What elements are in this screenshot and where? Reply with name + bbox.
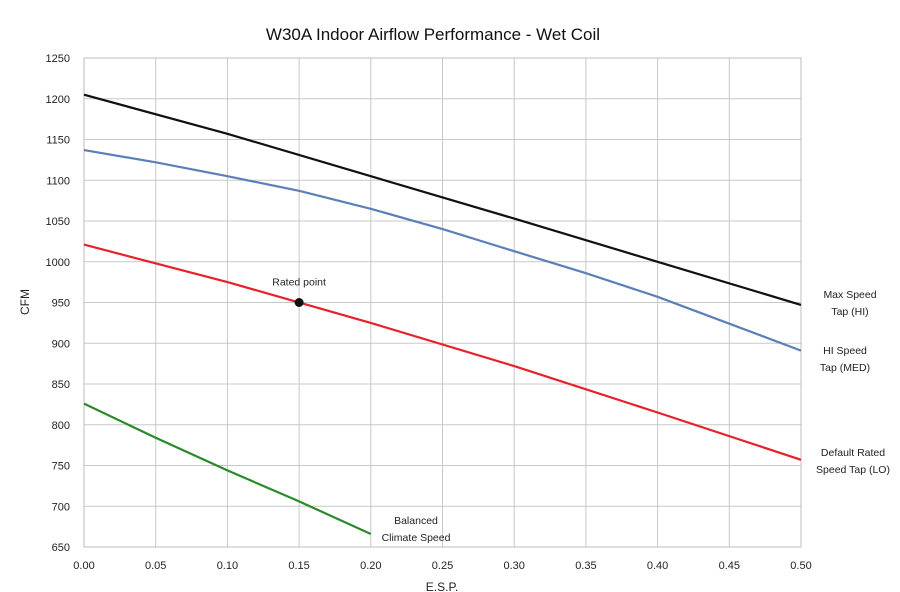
y-tick-label: 1150	[46, 135, 70, 147]
y-tick-label: 900	[52, 338, 70, 350]
series-label-2: Default Rated	[821, 447, 885, 459]
chart-title: W30A Indoor Airflow Performance - Wet Co…	[266, 25, 600, 44]
y-tick-label: 1200	[46, 94, 70, 106]
x-tick-label: 0.25	[432, 560, 453, 572]
series-label-0: Max Speed	[823, 289, 876, 301]
y-tick-label: 850	[52, 379, 70, 391]
series-lines	[83, 93, 802, 536]
series-label-1: Tap (MED)	[820, 362, 870, 374]
x-axis-label: E.S.P.	[426, 580, 458, 592]
x-tick-label: 0.45	[719, 560, 740, 572]
x-tick-label: 0.40	[647, 560, 668, 572]
series-line-3	[83, 402, 372, 536]
y-tick-label: 1100	[46, 175, 70, 187]
y-tick-label: 750	[52, 461, 70, 473]
y-tick-label: 950	[52, 298, 70, 310]
y-tick-label: 1000	[46, 257, 70, 269]
series-label-3: Climate Speed	[382, 532, 451, 544]
rated-point-marker	[294, 298, 304, 307]
y-axis-label: CFM	[18, 289, 32, 315]
x-tick-label: 0.30	[503, 560, 524, 572]
annotations: Rated point	[272, 277, 326, 307]
x-tick-label: 0.35	[575, 560, 596, 572]
tick-labels: 0.00 0.05 0.10 0.15 0.20 0.25 0.30 0.35 0.40 0.45…	[46, 53, 812, 572]
series-line-0	[83, 93, 802, 306]
series-label-2: Speed Tap (LO)	[816, 464, 890, 476]
y-tick-label: 1050	[46, 216, 70, 228]
y-tick-label: 700	[52, 501, 70, 513]
rated-point-label: Rated point	[272, 277, 326, 289]
x-tick-label: 0.20	[360, 560, 381, 572]
x-tick-label: 0.15	[288, 560, 309, 572]
series-line-1	[83, 149, 802, 352]
series-line-2	[83, 243, 802, 461]
x-tick-label: 0.10	[217, 560, 238, 572]
y-tick-label: 800	[52, 420, 70, 432]
x-tick-label: 0.00	[73, 560, 94, 572]
x-tick-label: 0.50	[790, 560, 811, 572]
grid	[83, 57, 802, 548]
y-tick-label: 650	[52, 542, 70, 554]
y-tick-label: 1250	[46, 53, 70, 65]
series-label-1: HI Speed	[823, 345, 867, 357]
series-labels: Max Speed Tap (HI) HI Speed Tap (MED) Defaul…	[382, 289, 890, 544]
series-label-0: Tap (HI)	[831, 306, 868, 318]
plot-border	[83, 57, 802, 548]
x-tick-label: 0.05	[145, 560, 166, 572]
series-label-3: Balanced	[394, 515, 438, 527]
